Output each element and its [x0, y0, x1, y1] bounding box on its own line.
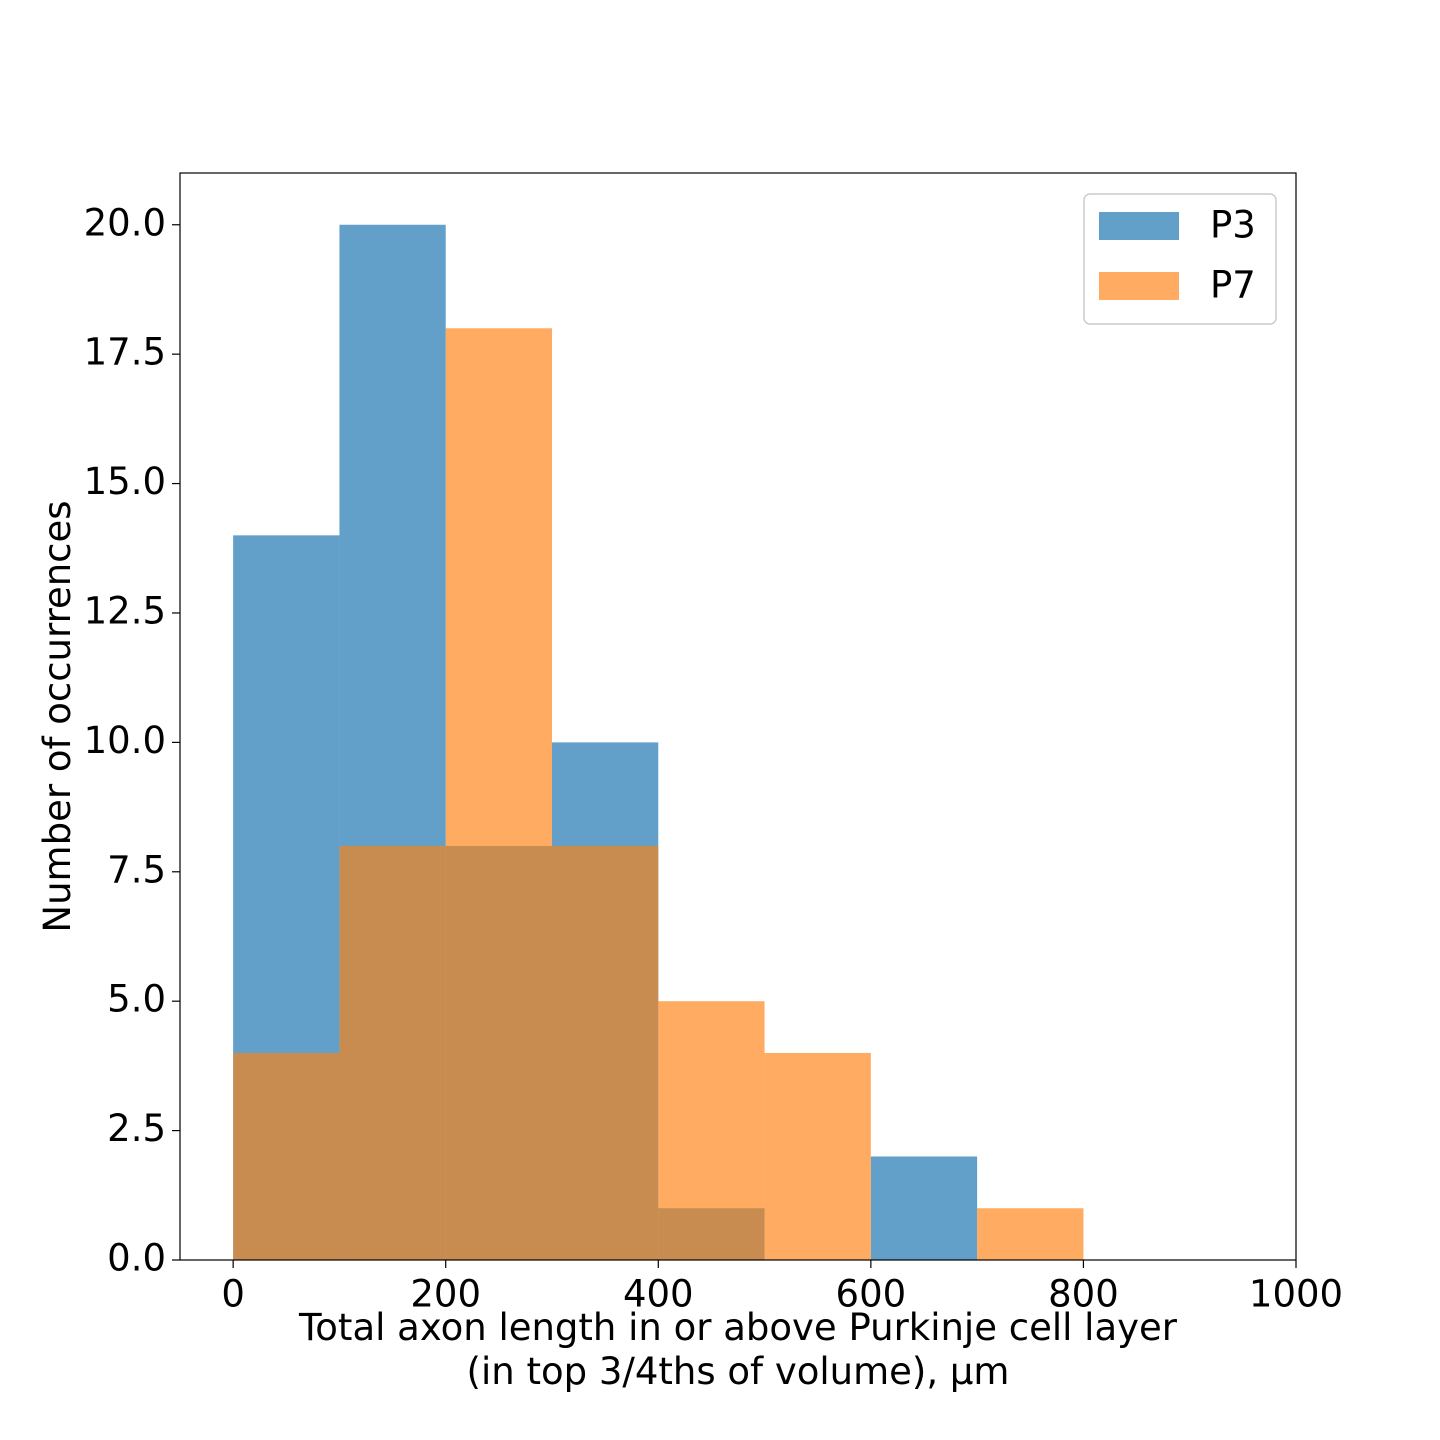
x-tick-label: 1000 — [1249, 1273, 1343, 1316]
bar-p7-bin-7 — [977, 1208, 1084, 1260]
bar-p7-bin-1 — [339, 845, 446, 1260]
x-tick-label: 800 — [1048, 1273, 1119, 1316]
x-axis-label-line-2: (in top 3/4ths of volume), μm — [467, 1350, 1010, 1393]
bar-p3-bin-6 — [870, 1156, 978, 1260]
x-axis-ticks: 0 200 400 600 800 1000 — [221, 1260, 1343, 1316]
y-tick-label: 5.0 — [107, 978, 166, 1021]
x-tick-label: 600 — [836, 1273, 907, 1316]
bar-p7-bin-5 — [764, 1052, 871, 1260]
bar-p7-bin-2 — [445, 328, 552, 1260]
y-tick-label: 17.5 — [84, 331, 166, 374]
legend-label-p7: P7 — [1210, 264, 1256, 307]
plot-frame — [179, 172, 1297, 1261]
y-axis-label: Number of occurrences — [36, 500, 79, 932]
bar-p7-bin-4 — [658, 1001, 765, 1260]
legend-swatch-p3 — [1099, 212, 1179, 240]
x-axis-label-line-1: Total axon length in or above Purkinje c… — [298, 1306, 1178, 1349]
legend-label-p3: P3 — [1210, 204, 1256, 247]
x-tick-label: 0 — [221, 1273, 245, 1316]
bars-layer — [233, 224, 1084, 1260]
y-tick-label: 20.0 — [84, 201, 166, 244]
x-tick-label: 400 — [623, 1273, 694, 1316]
y-tick-label: 2.5 — [107, 1107, 166, 1150]
y-tick-label: 0.0 — [107, 1237, 166, 1280]
y-tick-label: 12.5 — [84, 589, 166, 632]
x-tick-label: 200 — [410, 1273, 481, 1316]
y-tick-label: 15.0 — [84, 460, 166, 503]
legend-swatch-p7 — [1099, 272, 1179, 300]
bar-p7-bin-3 — [552, 845, 659, 1260]
y-tick-label: 10.0 — [84, 719, 166, 762]
y-tick-label: 7.5 — [107, 848, 166, 891]
y-axis-ticks: 0.0 2.5 5.0 7.5 10.0 12.5 15.0 17.5 20.0 — [84, 201, 180, 1280]
bar-p7-bin-0 — [233, 1052, 340, 1260]
